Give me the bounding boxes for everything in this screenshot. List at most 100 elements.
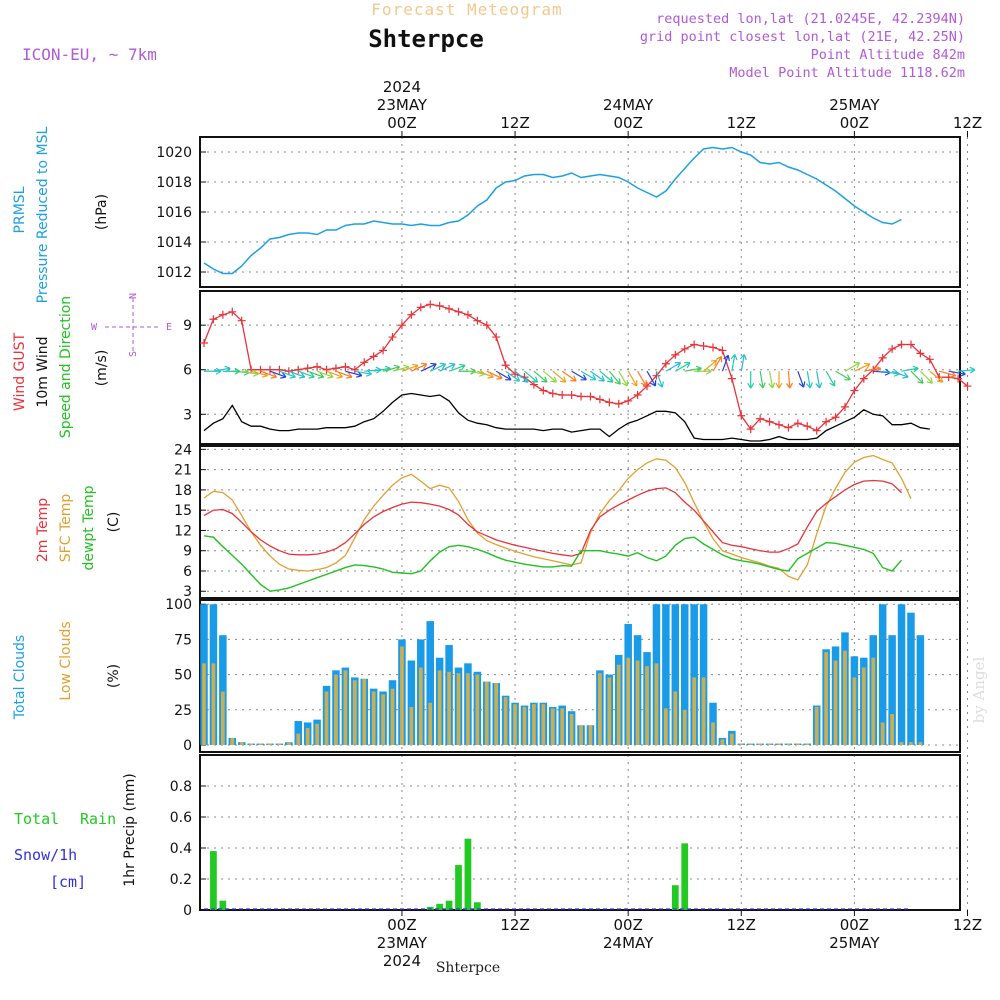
panel-4: 0 0.2 0.4 0.6 0.8	[170, 754, 969, 919]
wind-arrow	[571, 370, 587, 381]
wind-arrow-head	[531, 376, 539, 383]
y-tick-label: 1020	[156, 145, 192, 161]
gust-marker	[614, 399, 623, 408]
y-tick-label: 0.8	[170, 779, 192, 795]
top-time-label: 25MAY	[829, 96, 880, 114]
y-tick-label: 100	[165, 597, 192, 613]
low-cloud-bar	[286, 742, 291, 745]
low-cloud-bar	[258, 743, 263, 745]
y-tick-label: 0	[183, 738, 192, 754]
gust-marker	[859, 374, 868, 383]
bottom-time-label: 24MAY	[603, 934, 654, 952]
gust-marker	[218, 310, 227, 319]
low-cloud-bar	[871, 657, 876, 745]
gust-marker	[897, 340, 906, 349]
low-cloud-bar	[569, 714, 574, 745]
low-cloud-bar	[409, 706, 414, 745]
bottom-time-label: 12Z	[953, 916, 982, 934]
gust-marker	[633, 390, 642, 399]
gust-marker	[265, 365, 274, 374]
gust-marker	[492, 333, 501, 342]
total-cloud-bar	[916, 635, 925, 745]
wind-arrow	[844, 362, 860, 372]
total-cloud-bar	[690, 604, 698, 745]
low-cloud-bar	[664, 708, 668, 745]
low-cloud-bar	[795, 743, 800, 745]
rain-bar	[219, 900, 227, 910]
gust-marker	[850, 386, 859, 395]
gust-line	[203, 303, 968, 432]
wind10-label: 10m Wind	[35, 336, 51, 407]
wind-arrow	[684, 367, 702, 372]
panel-0: 1012 1014 1016 1018 1020	[156, 136, 969, 288]
wind-arrow-head	[631, 380, 638, 387]
gust-marker	[360, 358, 369, 367]
low-cloud-bar	[758, 743, 763, 745]
wind-arrow	[740, 354, 745, 372]
wind-unit: (m/s)	[94, 350, 110, 387]
low-cloud-bar	[654, 663, 659, 745]
gust-marker	[840, 402, 849, 411]
wind-arrow-head	[589, 374, 597, 381]
low-cloud-bar	[635, 660, 640, 745]
low-cloud-bar	[239, 742, 244, 745]
total-rain-label-b: Rain	[80, 810, 116, 828]
wind-arrow-head	[768, 382, 776, 389]
low-cloud-bar	[296, 733, 301, 745]
wind-arrow-head	[505, 374, 512, 381]
low-cloud-bar	[880, 722, 885, 745]
low-cloud-bar	[541, 704, 546, 745]
gust-marker	[690, 340, 699, 349]
gust-marker	[331, 364, 340, 373]
wind-arrow	[939, 370, 956, 377]
snow-label: Snow/1h	[14, 846, 77, 864]
gust-marker	[756, 414, 765, 423]
prmsl-label: PRMSL	[12, 186, 28, 233]
low-cloud-bar	[230, 737, 235, 745]
bottom-time-label: 00Z	[387, 916, 416, 934]
y-tick-label: 75	[174, 632, 192, 648]
gust-marker	[209, 315, 218, 324]
wind-arrow-head	[559, 376, 567, 383]
wind-arrow	[806, 371, 811, 389]
y-tick-label: 25	[174, 703, 192, 719]
total-cloud-bar	[878, 604, 887, 745]
top-time-label: 23MAY	[377, 96, 428, 114]
low-cloud-bar	[899, 742, 904, 745]
low-cloud-bar	[522, 706, 527, 745]
wind-arrow	[269, 370, 287, 378]
low-cloud-bar	[305, 728, 310, 745]
wind-arrow	[599, 370, 614, 383]
gust-marker	[303, 364, 312, 373]
wind-arrow	[759, 371, 764, 389]
y-tick-label: 0.6	[170, 810, 192, 826]
wind-arrow	[213, 367, 231, 372]
wind-arrow-head	[289, 372, 296, 379]
low-cloud-bar	[532, 704, 536, 745]
wind-arrow-head	[580, 374, 587, 381]
y-tick-label: 0.4	[170, 841, 192, 857]
compass-n: N	[128, 293, 139, 299]
low-cloud-bar	[362, 678, 367, 745]
low-cloud-bar	[588, 725, 593, 745]
y-tick-label: 24	[174, 442, 192, 458]
wind-arrow-head	[969, 366, 976, 374]
wind-arrow-head	[844, 374, 851, 381]
wind-arrow	[448, 364, 466, 372]
gust-marker	[567, 390, 576, 399]
wind-arrow	[580, 370, 597, 381]
wind-arrow-head	[550, 376, 557, 383]
requested-coords: requested lon,lat (21.0245E, 42.2394N)	[656, 11, 965, 27]
gust-marker	[718, 346, 727, 355]
bottom-time-label: 23MAY	[377, 934, 428, 952]
low-cloud-bar	[777, 743, 781, 745]
prmsl-desc-label: Pressure Reduced to MSL	[35, 126, 51, 303]
low-cloud-bar	[786, 743, 791, 745]
wind-arrow	[552, 370, 567, 383]
low-cloud-bar	[890, 714, 894, 745]
wind-arrow-head	[541, 376, 548, 383]
wind-arrow-head	[598, 375, 605, 382]
low-cloud-bar	[598, 673, 602, 745]
wind-arrow-head	[684, 362, 691, 369]
